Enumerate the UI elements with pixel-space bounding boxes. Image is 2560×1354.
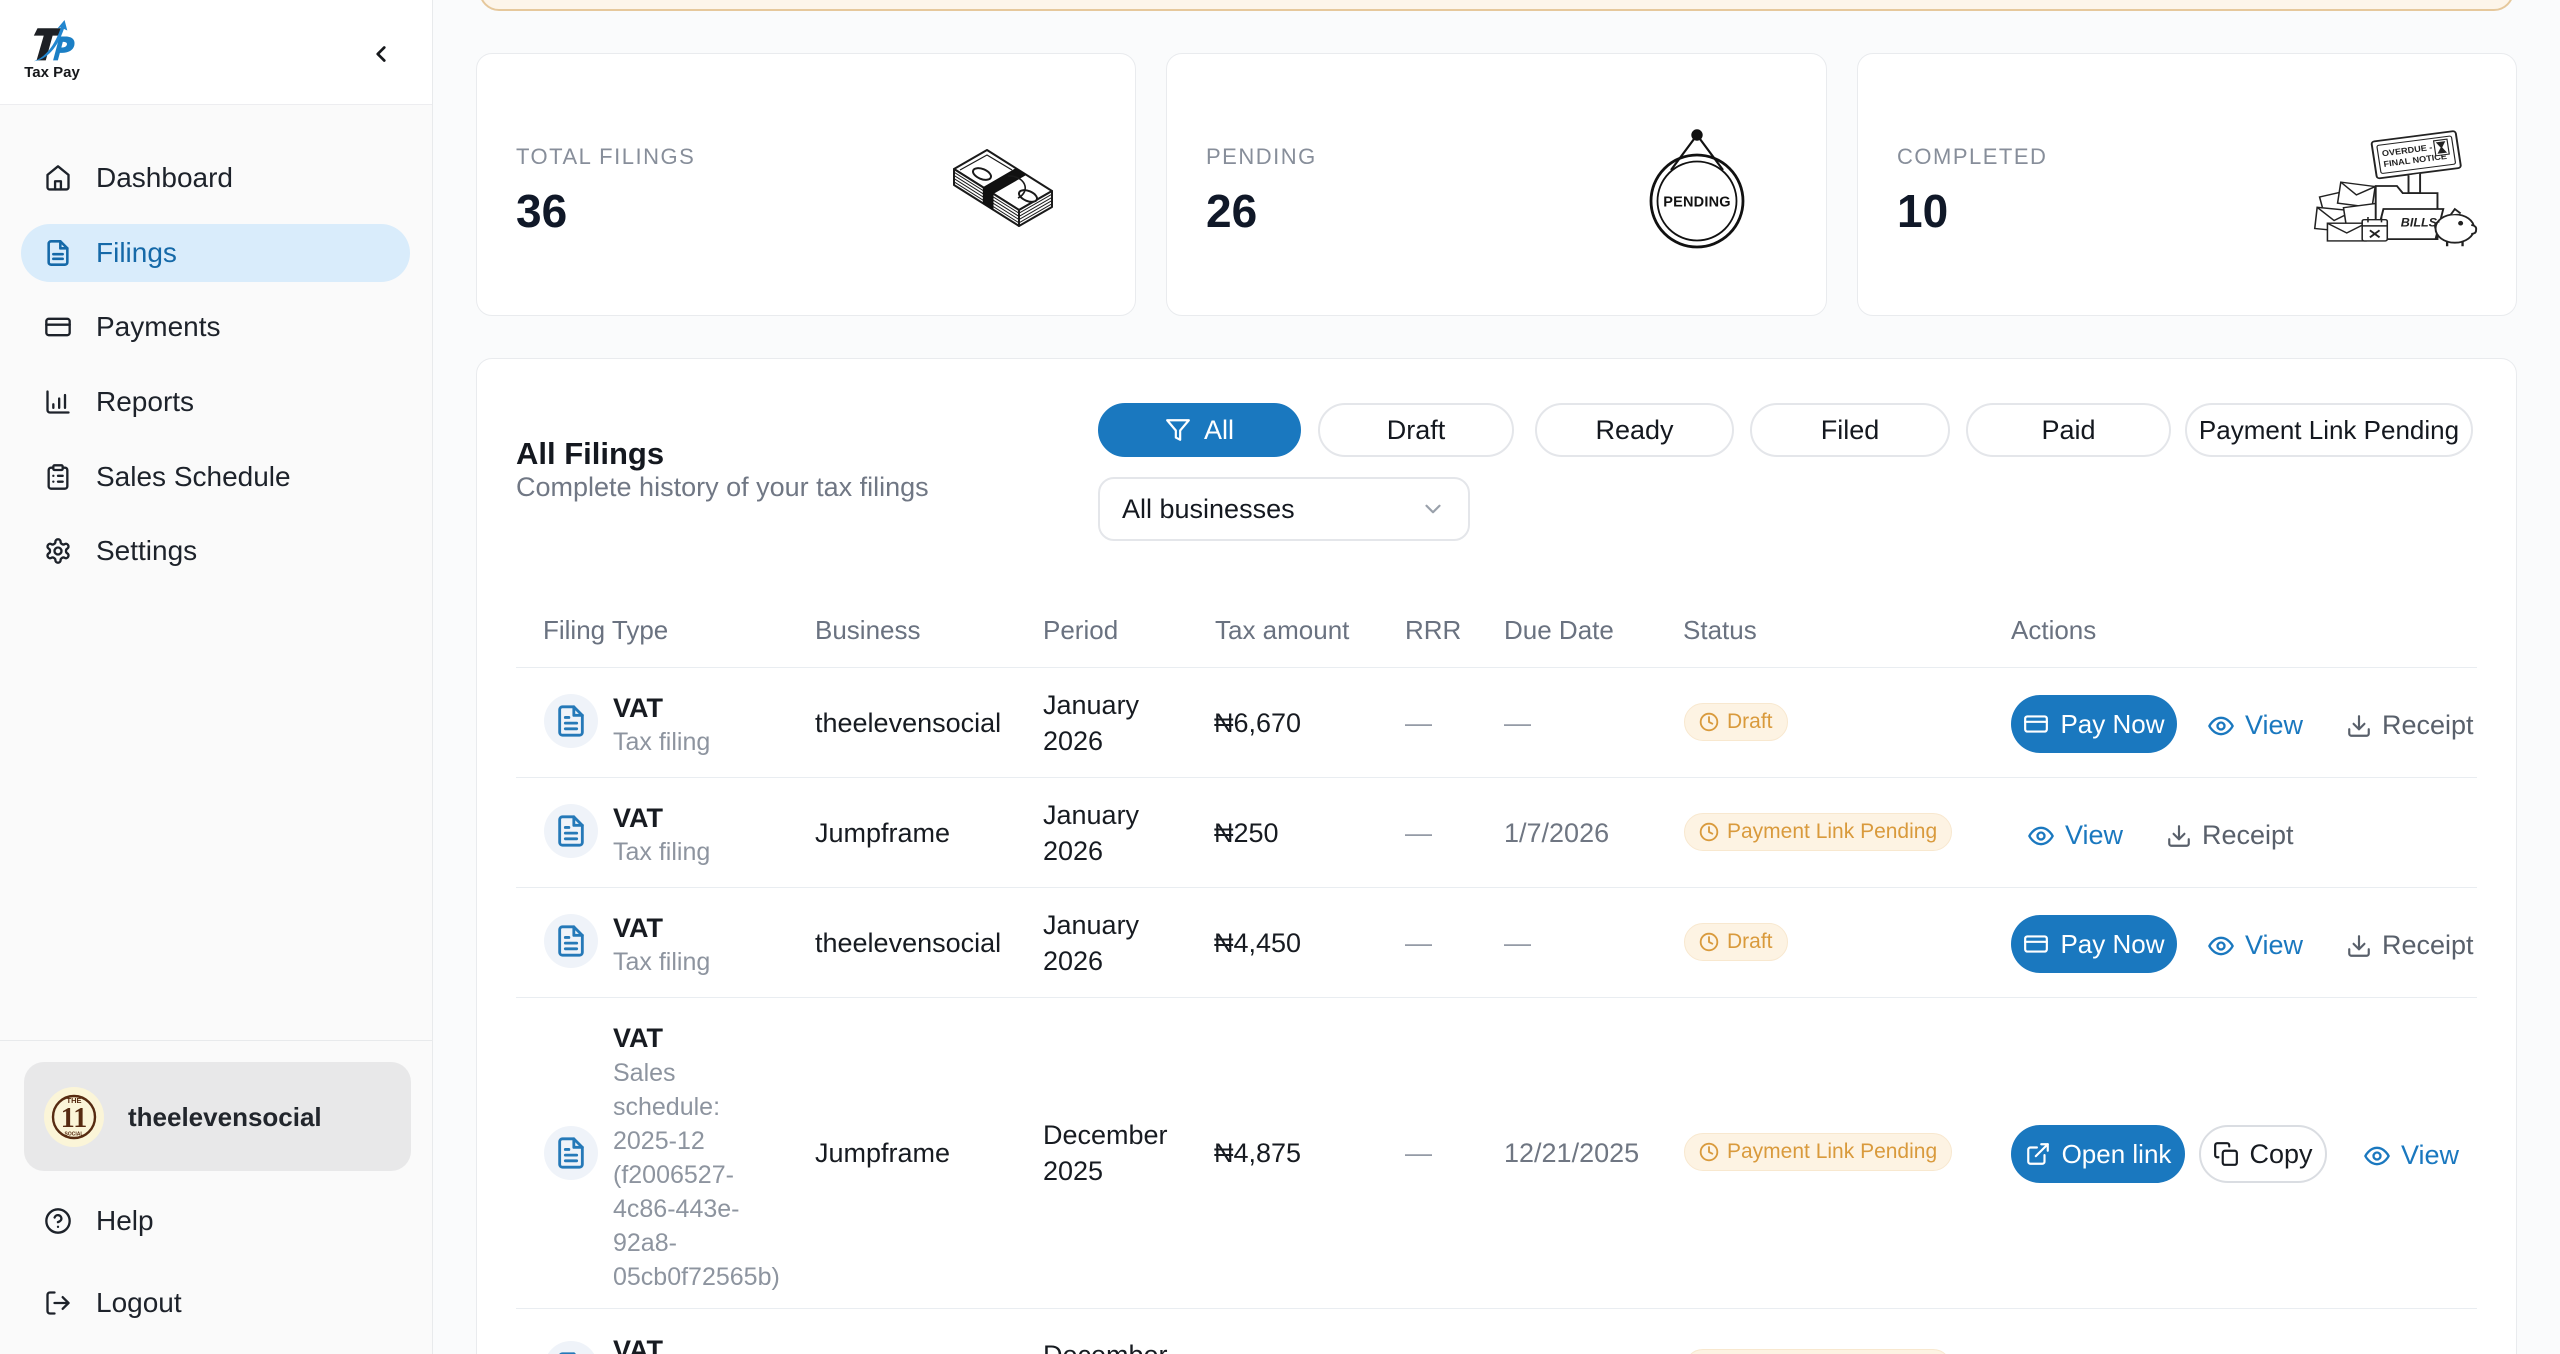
svg-text:11: 11 bbox=[61, 1103, 87, 1134]
svg-text:THE: THE bbox=[67, 1096, 82, 1105]
svg-text:SOCIAL: SOCIAL bbox=[65, 1132, 84, 1138]
svg-text:PENDING: PENDING bbox=[1663, 195, 1730, 211]
svg-text:BILLS: BILLS bbox=[2401, 216, 2437, 229]
